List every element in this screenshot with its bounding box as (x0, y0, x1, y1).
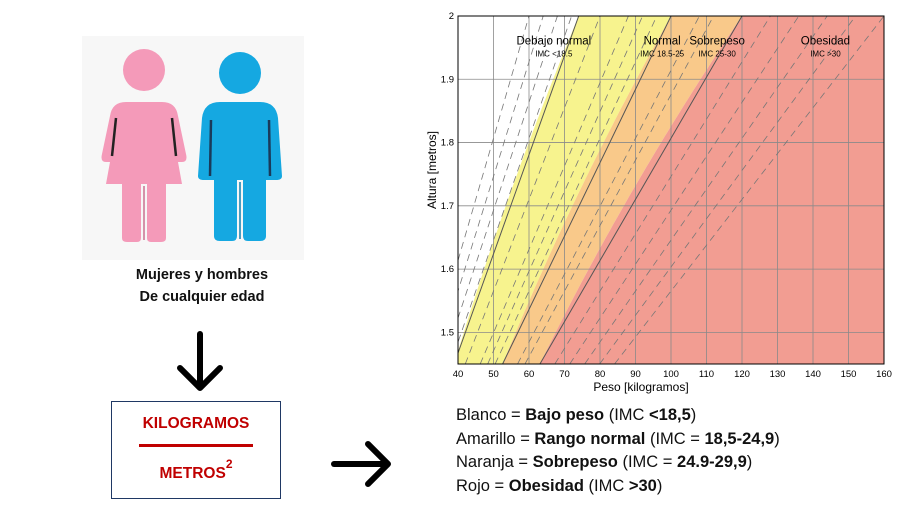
legend-range: 24.9-29,9 (677, 453, 747, 471)
bmi-dashed-line (458, 16, 572, 344)
legend-row-white: Blanco = Bajo peso (IMC <18,5) (456, 404, 780, 428)
region-sobrepeso (502, 16, 742, 364)
y-tick-label: 1.5 (441, 327, 454, 338)
plot-frame (457, 15, 885, 365)
formula-denominator-wrap: METROS2 (112, 457, 280, 483)
population-caption: Mujeres y hombres De cualquier edad (110, 264, 294, 308)
formula-exponent: 2 (225, 457, 233, 471)
bmi-dashed-line (584, 16, 828, 364)
legend-eq: = (515, 429, 535, 448)
x-tick-label: 160 (876, 369, 892, 380)
woman-figure-icon (101, 49, 187, 242)
region-sublabel: IMC 18.5-25 (640, 49, 685, 58)
legend-range: 18,5-24,9 (704, 429, 775, 448)
bmi-dashed-line (569, 16, 800, 364)
bmi-boundary-line (458, 16, 580, 355)
region-label: Normal (644, 35, 681, 47)
legend-row-red: Rojo = Obesidad (IMC >30) (456, 475, 780, 499)
x-tick-label: 90 (630, 369, 641, 380)
people-illustration (82, 36, 304, 260)
y-tick-label: 1.9 (441, 74, 454, 85)
y-tick-label: 2 (449, 11, 454, 22)
legend-color-word: Rojo (456, 476, 490, 495)
bmi-dashed-line (599, 16, 856, 364)
bmi-legend: Blanco = Bajo peso (IMC <18,5) Amarillo … (456, 404, 780, 498)
formula-denominator: METROS (159, 465, 226, 483)
region-label: Debajo normal (516, 35, 591, 47)
y-tick-label: 1.7 (441, 201, 454, 212)
x-tick-label: 120 (734, 369, 750, 380)
y-axis-label: Altura [metros] (425, 131, 439, 209)
bmi-dashed-line (487, 16, 643, 364)
y-tick-label: 1.6 (441, 264, 454, 275)
legend-color-word: Amarillo (456, 429, 516, 448)
region-sublabel: IMC >30 (810, 49, 841, 58)
x-tick-label: 130 (770, 369, 786, 380)
legend-range: >30 (628, 476, 657, 495)
bmi-dashed-line (458, 16, 544, 293)
legend-category: Bajo peso (525, 406, 605, 424)
legend-category: Rango normal (534, 429, 646, 448)
x-axis-label: Peso [kilogramos] (593, 380, 688, 394)
down-arrow-icon (177, 331, 223, 391)
man-figure-icon (198, 52, 282, 241)
bmi-chart: Debajo normal IMC <18.5 Normal IMC 18.5-25 S… (425, 11, 892, 394)
x-tick-label: 150 (841, 369, 857, 380)
bmi-dashed-line (554, 16, 771, 364)
bmi-dashed-line (494, 16, 658, 364)
legend-range: <18,5 (649, 406, 691, 424)
legend-close: ) (746, 453, 753, 471)
bmi-boundary-line (539, 16, 743, 364)
bmi-boundary-line (502, 16, 672, 364)
y-tick-label: 1.8 (441, 138, 454, 149)
region-sublabel: IMC <18.5 (535, 49, 573, 58)
x-tick-label: 40 (453, 369, 464, 380)
right-arrow-icon (331, 441, 391, 487)
caption-line-2: De cualquier edad (139, 289, 265, 305)
region-debajo-normal (458, 16, 579, 352)
legend-close: ) (774, 429, 780, 448)
legend-color-word: Naranja (456, 453, 514, 471)
bmi-dashed-line (458, 16, 530, 262)
bmi-dashed-line (524, 16, 714, 364)
region-obesidad (539, 16, 884, 364)
x-tick-label: 100 (663, 369, 679, 380)
x-tick-label: 60 (524, 369, 535, 380)
legend-close: ) (656, 476, 663, 495)
legend-color-word: Blanco (456, 406, 507, 424)
bmi-dashed-line (614, 16, 884, 364)
legend-row-orange: Naranja = Sobrepeso (IMC = 24.9-29,9) (456, 451, 780, 475)
legend-category: Obesidad (508, 476, 584, 495)
bmi-dashed-line (479, 16, 629, 364)
x-tick-label: 140 (805, 369, 821, 380)
legend-close: ) (690, 406, 697, 424)
x-tick-label: 110 (699, 369, 714, 380)
legend-open: (IMC (604, 406, 650, 424)
legend-eq: = (489, 476, 509, 495)
legend-open: (IMC = (645, 429, 705, 448)
x-tick-label: 50 (488, 369, 499, 380)
legend-eq: = (506, 406, 526, 424)
caption-line-1: Mujeres y hombres (135, 267, 269, 283)
bmi-dashed-line (458, 16, 558, 320)
formula-numerator: KILOGRAMOS (142, 415, 250, 432)
region-label: Obesidad (801, 35, 850, 47)
bmi-dashed-line (464, 16, 601, 364)
legend-category: Sobrepeso (532, 453, 618, 471)
x-tick-label: 80 (595, 369, 606, 380)
legend-open: (IMC = (617, 453, 678, 471)
formula-fraction-bar (139, 444, 253, 447)
bmi-dashed-line (517, 16, 700, 364)
legend-open: (IMC (583, 476, 629, 495)
legend-eq: = (513, 453, 533, 471)
bmi-formula-box: KILOGRAMOS METROS2 (111, 401, 281, 499)
region-label: Sobrepeso (689, 35, 745, 47)
x-tick-label: 70 (559, 369, 570, 380)
region-sublabel: IMC 25-30 (698, 49, 736, 58)
legend-row-yellow: Amarillo = Rango normal (IMC = 18,5-24,9… (456, 428, 780, 452)
